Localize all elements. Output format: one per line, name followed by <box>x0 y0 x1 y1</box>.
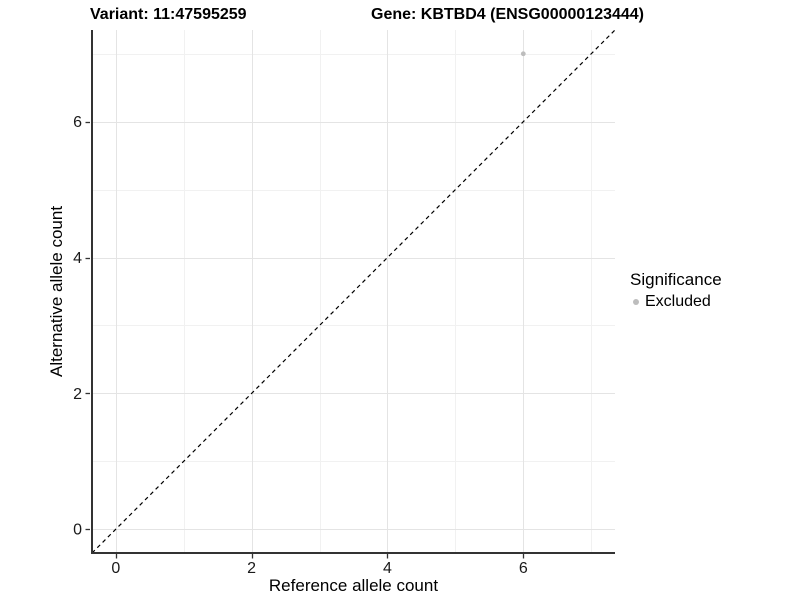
y-tick-label: 6 <box>73 114 82 131</box>
identity-dashed-line <box>91 29 616 554</box>
x-tick-label: 0 <box>111 560 120 577</box>
plot-title-variant: Variant: 11:47595259 <box>90 6 247 23</box>
x-axis-title: Reference allele count <box>268 576 439 595</box>
y-tick-label: 4 <box>73 250 82 267</box>
x-tick-label: 6 <box>519 560 528 577</box>
data-point-excluded <box>520 51 526 57</box>
y-tick-label: 0 <box>73 522 82 539</box>
legend-title: Significance <box>630 270 722 289</box>
legend: Significance Excluded <box>630 270 722 311</box>
legend-entry-excluded: Excluded <box>630 293 722 311</box>
excluded-point-marker-icon <box>633 299 639 305</box>
y-tick-label: 2 <box>73 386 82 403</box>
x-tick-label: 2 <box>247 560 256 577</box>
y-axis-title: Alternative allele count <box>47 205 66 378</box>
x-tick-label: 4 <box>383 560 392 577</box>
plot-title-gene: Gene: KBTBD4 (ENSG00000123444) <box>371 6 645 23</box>
legend-entry-label: Excluded <box>645 293 711 310</box>
